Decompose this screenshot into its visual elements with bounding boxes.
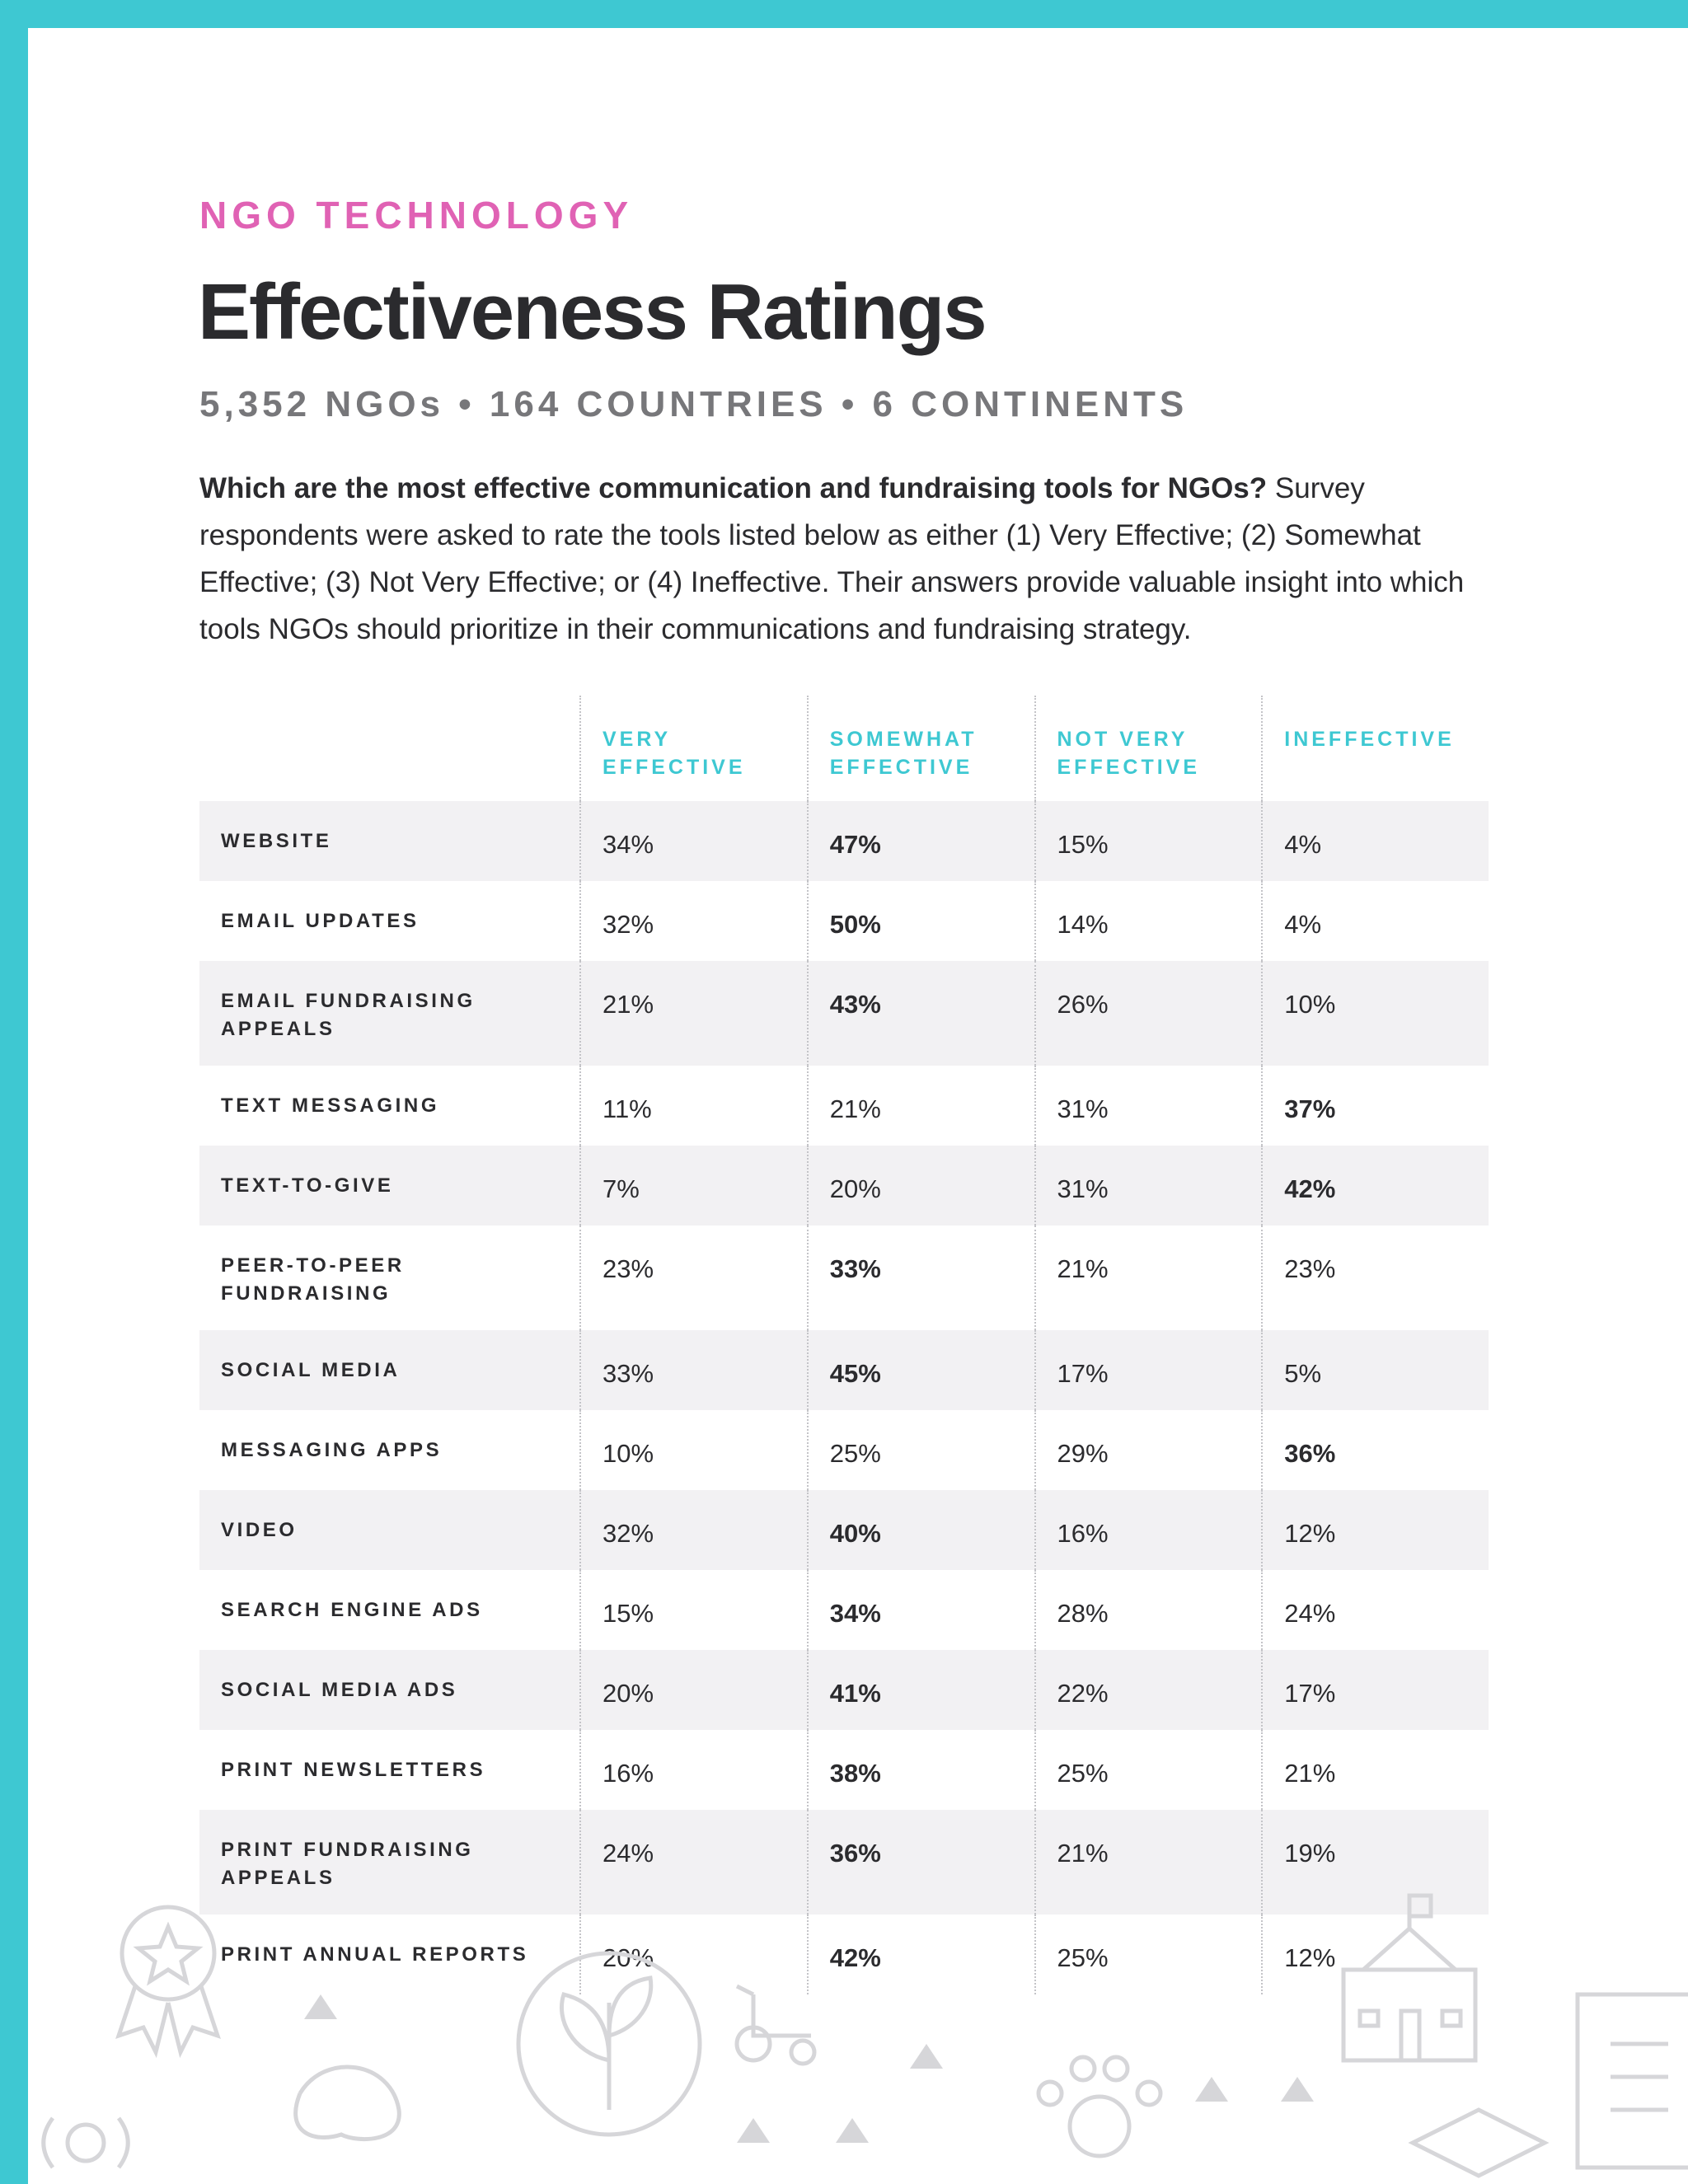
rating-value: 21%: [1034, 1810, 1262, 1915]
rating-value: 17%: [1261, 1650, 1489, 1730]
rating-value: 36%: [1261, 1410, 1489, 1490]
rating-value: 31%: [1034, 1146, 1262, 1226]
column-header: VERY EFFECTIVE: [579, 696, 807, 801]
rating-value: 43%: [806, 961, 1034, 1066]
rating-value: 25%: [806, 1410, 1034, 1490]
rating-value: 21%: [579, 961, 807, 1066]
rating-value: 20%: [579, 1915, 807, 1994]
rating-value: 33%: [806, 1226, 1034, 1330]
rating-value: 45%: [806, 1330, 1034, 1410]
rating-value: 5%: [1261, 1330, 1489, 1410]
rating-value: 15%: [1034, 801, 1262, 881]
rating-value: 47%: [806, 801, 1034, 881]
table-row: PEER-TO-PEER FUNDRAISING 23% 33% 21% 23%: [199, 1226, 1489, 1330]
rating-value: 28%: [1034, 1570, 1262, 1650]
rating-value: 21%: [1261, 1730, 1489, 1810]
rating-value: 29%: [1034, 1410, 1262, 1490]
title: Effectiveness Ratings: [198, 268, 987, 356]
row-label: PRINT NEWSLETTERS: [221, 1759, 486, 1781]
row-label: PRINT FUNDRAISING APPEALS: [221, 1839, 474, 1889]
rating-value: 16%: [1034, 1490, 1262, 1570]
rating-value: 31%: [1034, 1066, 1262, 1146]
rating-value: 24%: [579, 1810, 807, 1915]
eyebrow: NGO TECHNOLOGY: [199, 194, 634, 237]
column-header: SOMEWHAT EFFECTIVE: [806, 696, 1034, 801]
rating-value: 14%: [1034, 881, 1262, 961]
row-label: PRINT ANNUAL REPORTS: [221, 1943, 529, 1966]
rating-value: 36%: [806, 1810, 1034, 1915]
row-label: EMAIL UPDATES: [221, 910, 420, 932]
rating-value: 32%: [579, 1490, 807, 1570]
rating-value: 21%: [806, 1066, 1034, 1146]
row-label: WEBSITE: [221, 830, 332, 852]
table-row: VIDEO 32% 40% 16% 12%: [199, 1490, 1489, 1570]
rating-value: 12%: [1261, 1915, 1489, 1994]
rating-value: 50%: [806, 881, 1034, 961]
rating-value: 32%: [579, 881, 807, 961]
row-label: VIDEO: [221, 1519, 298, 1541]
header-row: VERY EFFECTIVE SOMEWHAT EFFECTIVE NOT VERY…: [199, 696, 1489, 801]
ratings-table: VERY EFFECTIVE SOMEWHAT EFFECTIVE NOT VERY…: [199, 696, 1489, 1994]
rating-value: 34%: [579, 801, 807, 881]
rating-value: 40%: [806, 1490, 1034, 1570]
rating-value: 42%: [806, 1915, 1034, 1994]
rating-value: 7%: [579, 1146, 807, 1226]
column-header: NOT VERY EFFECTIVE: [1034, 696, 1262, 801]
intro: Which are the most effective communicati…: [199, 465, 1485, 653]
rating-value: 10%: [1261, 961, 1489, 1066]
rating-value: 23%: [579, 1226, 807, 1330]
rating-value: 37%: [1261, 1066, 1489, 1146]
table-row: EMAIL FUNDRAISING APPEALS 21% 43% 26% 10%: [199, 961, 1489, 1066]
table-row: WEBSITE 34% 47% 15% 4%: [199, 801, 1489, 881]
row-label: PEER-TO-PEER FUNDRAISING: [221, 1254, 405, 1305]
table-row: SOCIAL MEDIA ADS 20% 41% 22% 17%: [199, 1650, 1489, 1730]
rating-value: 23%: [1261, 1226, 1489, 1330]
rating-value: 4%: [1261, 881, 1489, 961]
page: NGO TECHNOLOGY Effectiveness Ratings 5,3…: [28, 28, 1688, 2184]
row-label: MESSAGING APPS: [221, 1439, 443, 1461]
rating-value: 4%: [1261, 801, 1489, 881]
rating-value: 22%: [1034, 1650, 1262, 1730]
rating-value: 42%: [1261, 1146, 1489, 1226]
rating-value: 38%: [806, 1730, 1034, 1810]
row-label: SEARCH ENGINE ADS: [221, 1599, 483, 1621]
intro-lead: Which are the most effective communicati…: [199, 472, 1268, 504]
decorative-icons: [41, 1893, 1688, 2178]
subtitle: 5,352 NGOs • 164 COUNTRIES • 6 CONTINENT…: [199, 384, 1189, 424]
rating-value: 15%: [579, 1570, 807, 1650]
rating-value: 26%: [1034, 961, 1262, 1066]
rating-value: 41%: [806, 1650, 1034, 1730]
row-label: SOCIAL MEDIA ADS: [221, 1679, 458, 1701]
table-row: SEARCH ENGINE ADS 15% 34% 28% 24%: [199, 1570, 1489, 1650]
table-row: TEXT MESSAGING 11% 21% 31% 37%: [199, 1066, 1489, 1146]
rating-value: 17%: [1034, 1330, 1262, 1410]
column-header: INEFFECTIVE: [1261, 696, 1489, 801]
rating-value: 19%: [1261, 1810, 1489, 1915]
rating-value: 33%: [579, 1330, 807, 1410]
rating-value: 25%: [1034, 1915, 1262, 1994]
rating-value: 24%: [1261, 1570, 1489, 1650]
table-row: PRINT ANNUAL REPORTS 20% 42% 25% 12%: [199, 1915, 1489, 1994]
rating-value: 20%: [806, 1146, 1034, 1226]
rating-value: 11%: [579, 1066, 807, 1146]
row-label: EMAIL FUNDRAISING APPEALS: [221, 990, 476, 1040]
row-label: TEXT-TO-GIVE: [221, 1174, 394, 1197]
row-label: SOCIAL MEDIA: [221, 1359, 401, 1381]
rating-value: 10%: [579, 1410, 807, 1490]
table-row: EMAIL UPDATES 32% 50% 14% 4%: [199, 881, 1489, 961]
rating-value: 25%: [1034, 1730, 1262, 1810]
rating-value: 16%: [579, 1730, 807, 1810]
rating-value: 20%: [579, 1650, 807, 1730]
row-label: TEXT MESSAGING: [221, 1094, 440, 1117]
table-row: PRINT NEWSLETTERS 16% 38% 25% 21%: [199, 1730, 1489, 1810]
table-row: TEXT-TO-GIVE 7% 20% 31% 42%: [199, 1146, 1489, 1226]
rating-value: 34%: [806, 1570, 1034, 1650]
table-row: MESSAGING APPS 10% 25% 29% 36%: [199, 1410, 1489, 1490]
rating-value: 12%: [1261, 1490, 1489, 1570]
table-row: SOCIAL MEDIA 33% 45% 17% 5%: [199, 1330, 1489, 1410]
intro-text: Survey respondents were asked to rate th…: [199, 472, 1465, 645]
table-row: PRINT FUNDRAISING APPEALS 24% 36% 21% 19%: [199, 1810, 1489, 1915]
rating-value: 21%: [1034, 1226, 1262, 1330]
